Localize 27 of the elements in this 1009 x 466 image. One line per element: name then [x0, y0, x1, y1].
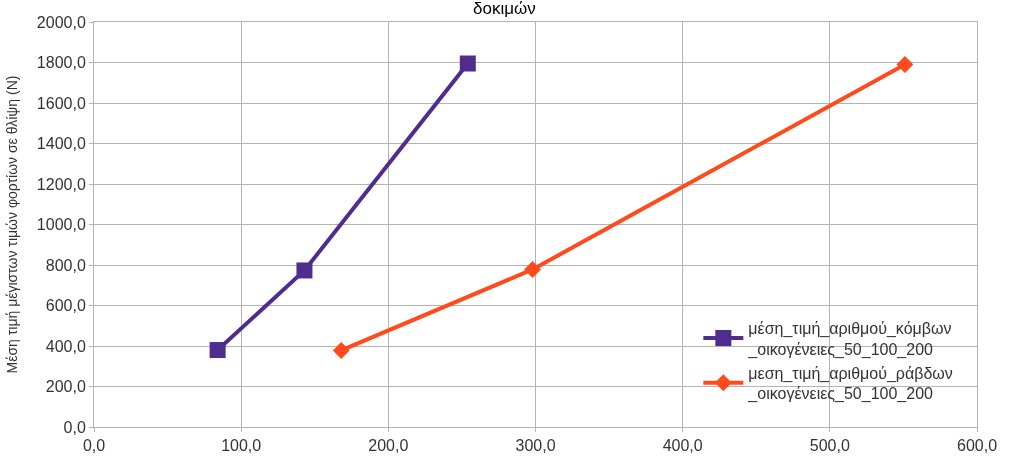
legend-label: μεση_τιμή_αριθμού_ράβδων _οικογένειες_50_100_200	[747, 364, 953, 404]
y-tick-label: 2000,0	[36, 13, 86, 31]
y-tick-label: 400,0	[45, 337, 86, 355]
point	[896, 56, 914, 73]
x-tick-label: 0,0	[82, 437, 106, 455]
y-tick-label: 200,0	[45, 378, 86, 396]
point	[332, 342, 350, 359]
x-tick-label: 100,0	[221, 437, 262, 455]
x-tick-label: 600,0	[956, 437, 998, 455]
y-tick-label: 800,0	[45, 256, 86, 274]
chart-title: δοκιμών	[473, 0, 536, 19]
x-tick-label: 500,0	[809, 437, 850, 455]
y-tick-label: 1200,0	[36, 175, 86, 193]
point	[459, 55, 476, 72]
x-tick-label: 300,0	[515, 437, 556, 455]
point	[209, 342, 226, 359]
x-tick-label: 200,0	[368, 437, 409, 455]
y-tick-label: 600,0	[45, 297, 86, 315]
y-axis-title: Μέση τιμή μέγιστων τιμών φορτίων σε θλίψη (N)	[4, 75, 21, 374]
y-tick-label: 1400,0	[36, 135, 86, 153]
y-tick-label: 0,0	[63, 418, 86, 436]
y-tick-label: 1000,0	[36, 216, 86, 234]
point	[296, 262, 313, 279]
y-tick-label: 1800,0	[36, 54, 86, 72]
x-tick-label: 400,0	[662, 437, 703, 455]
point	[524, 261, 542, 278]
y-tick-label: 1600,0	[36, 94, 86, 112]
